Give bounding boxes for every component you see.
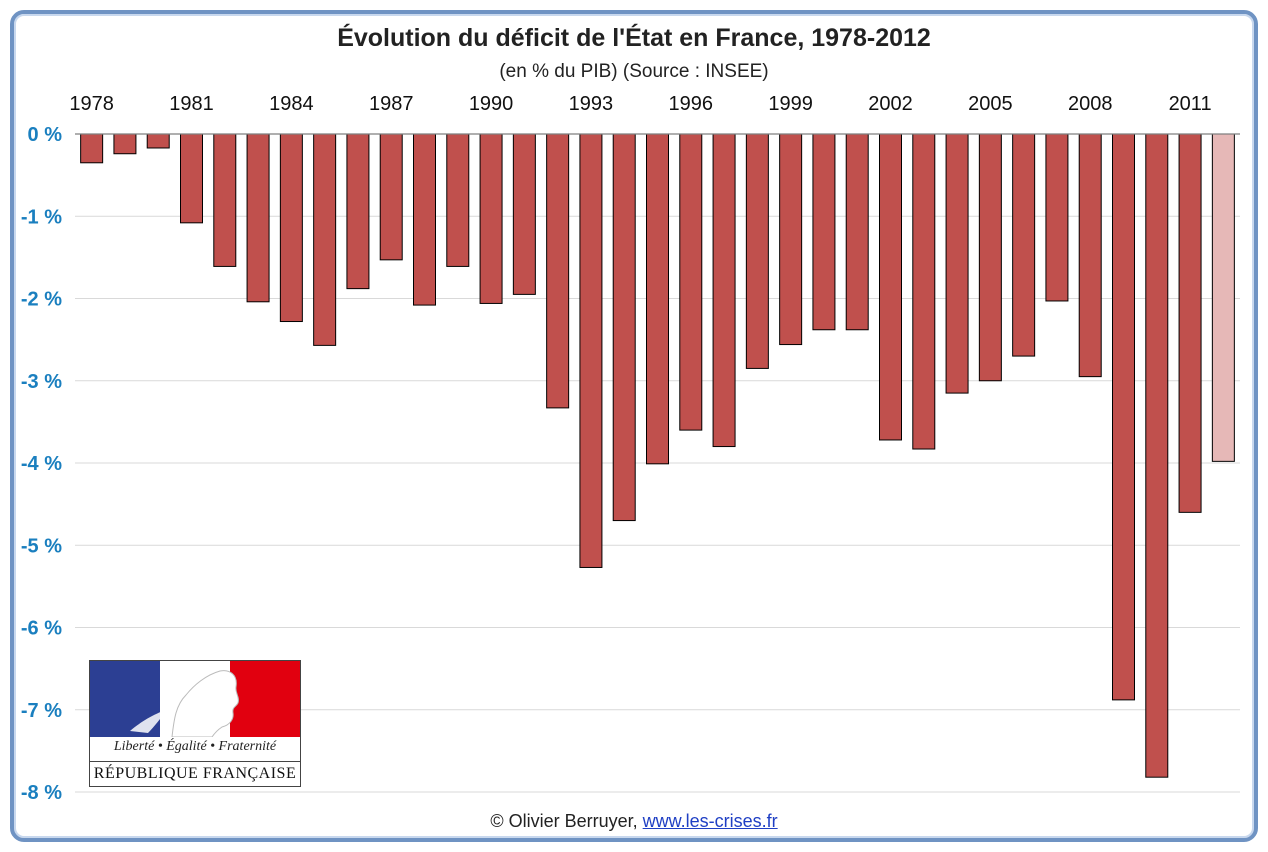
x-tick-label: 1990 [469, 93, 514, 115]
x-tick-label: 1993 [569, 93, 614, 115]
y-tick-label: -6 % [21, 618, 62, 640]
x-tick-label: 1987 [369, 93, 414, 115]
logo-name: RÉPUBLIQUE FRANÇAISE [93, 765, 297, 782]
bar-2011 [1178, 133, 1202, 513]
logo-motto: Liberté • Égalité • Fraternité [113, 739, 277, 754]
y-tick-label: 0 % [28, 124, 63, 146]
y-tick-label: -5 % [21, 535, 62, 557]
republique-francaise-logo: Liberté • Égalité • Fraternité RÉPUBLIQU… [89, 660, 301, 787]
chart-subtitle: (en % du PIB) (Source : INSEE) [499, 61, 769, 82]
bar-2008 [1078, 133, 1102, 378]
bar-1988 [413, 133, 436, 306]
bar-1992 [546, 133, 570, 409]
y-tick-label: -8 % [21, 782, 62, 804]
y-tick-label: -7 % [21, 700, 62, 722]
x-tick-label: 2005 [968, 93, 1013, 115]
bar-1991 [512, 133, 536, 295]
bar-1983 [246, 133, 270, 303]
bar-1995 [646, 133, 669, 465]
marianne-flag-icon [90, 661, 300, 738]
credit-text: © Olivier Berruyer, [490, 811, 643, 831]
y-tick-label: -3 % [21, 371, 62, 393]
x-tick-label: 1999 [768, 93, 813, 115]
x-tick-label: 2002 [868, 93, 913, 115]
bar-2001 [845, 133, 869, 331]
bar-2000 [812, 133, 836, 331]
bar-1997 [712, 133, 736, 448]
x-tick-label: 1978 [69, 93, 114, 115]
x-tick-label: 2008 [1068, 93, 1113, 115]
logo-divider [90, 761, 300, 762]
bar-1981 [180, 133, 203, 224]
bar-1990 [479, 133, 503, 304]
bar-1989 [446, 133, 470, 267]
bar-1979 [113, 133, 137, 155]
bar-2012 [1211, 133, 1235, 462]
bar-2002 [879, 133, 902, 441]
bar-2004 [945, 133, 969, 394]
y-tick-label: -2 % [21, 289, 62, 311]
bar-1978 [80, 133, 104, 164]
y-tick-label: -4 % [21, 453, 62, 475]
x-tick-label: 2011 [1169, 93, 1212, 115]
bar-1993 [579, 133, 603, 568]
bar-1984 [279, 133, 303, 323]
bar-2006 [1012, 133, 1036, 357]
bar-1985 [313, 133, 337, 346]
bar-2003 [912, 133, 936, 450]
bar-1980 [146, 133, 170, 149]
credit-line: © Olivier Berruyer, www.les-crises.fr [0, 811, 1268, 832]
bar-1982 [213, 133, 237, 267]
bar-2007 [1045, 133, 1069, 302]
x-tick-label: 1984 [269, 93, 314, 115]
bar-1987 [379, 133, 403, 261]
bar-1994 [612, 133, 636, 522]
chart-title: Évolution du déficit de l'État en France… [337, 24, 931, 52]
credit-link[interactable]: www.les-crises.fr [642, 811, 778, 831]
bar-2009 [1112, 133, 1135, 701]
bar-1986 [346, 133, 370, 290]
y-tick-label: -1 % [21, 206, 62, 228]
bar-1996 [679, 133, 703, 431]
bar-1998 [745, 133, 769, 369]
x-tick-label: 1981 [169, 93, 214, 115]
bar-1999 [779, 133, 803, 346]
bar-2005 [978, 133, 1002, 382]
bar-2010 [1145, 133, 1169, 778]
x-tick-label: 1996 [669, 93, 714, 115]
